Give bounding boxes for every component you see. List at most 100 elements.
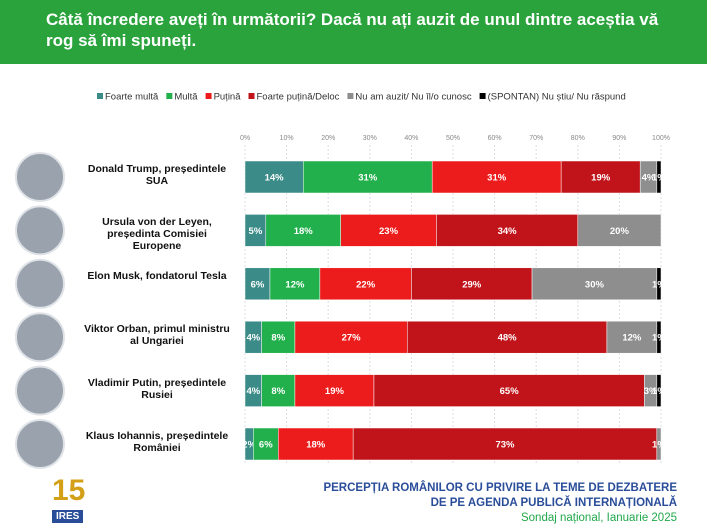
legend-swatch [166,93,173,99]
bar-segment [406,320,608,354]
x-tick-label: 100% [652,135,670,142]
bar-segment [656,320,662,354]
category-label: Klaus Iohannis, președintele României [85,430,229,454]
category-label: Elon Musk, fondatorul Tesla [87,269,227,282]
x-tick-label: 40% [404,135,418,142]
bar-segment [319,267,412,301]
bar-segment [560,160,641,194]
photo [15,205,65,256]
data-label: 4% [246,386,260,397]
bar-segment [656,427,662,461]
bar-segment [606,320,658,354]
data-label: 5% [249,226,263,237]
bar-segment [244,160,304,194]
legend-swatch [479,93,486,99]
data-label: 8% [271,333,285,344]
data-label: 34% [498,226,518,237]
logo-number: 15 [52,474,86,507]
x-tick-label: 60% [488,135,502,142]
data-label: 1% [652,279,666,290]
footer-line: Sondaj național, Ianuarie 2025 [520,512,677,524]
data-label: 8% [271,386,285,397]
data-label: 20% [610,226,630,237]
data-label: 30% [585,279,605,290]
category-label: Vladimir Putin, președintele Rusiei [87,376,227,401]
legend-swatch [347,93,354,99]
bar-segment [431,160,562,194]
bar-segment [261,320,296,354]
bar-segment [656,160,662,194]
x-tick-label: 10% [280,135,294,142]
bar-segment [244,267,271,301]
bar-segment [656,267,662,301]
data-label: 48% [498,333,518,344]
bar-segment [302,160,433,194]
data-label: 19% [591,173,611,184]
logo-name: IRES [52,510,84,523]
data-label: 2% [242,440,256,451]
x-tick-label: 30% [363,135,377,142]
data-label: 1% [652,440,666,451]
data-label: 19% [325,386,345,397]
legend-swatch [248,93,255,99]
category-label: Donald Trump, președintele SUA [87,163,227,187]
data-label: 27% [342,333,362,344]
data-label: 6% [251,279,265,290]
photo [15,258,65,309]
data-label: 6% [259,440,273,451]
category-label: Viktor Orban, primul ministru al Ungarie… [84,323,230,348]
legend-swatch [205,93,212,99]
data-label: 1% [652,333,666,344]
bar-segment [253,427,279,461]
footer-line: DE PE AGENDA PUBLICĂ INTERNAȚIONALĂ [430,497,677,509]
x-tick-label: 90% [612,135,626,142]
x-tick-label: 50% [446,135,460,142]
data-label: 3% [644,386,658,397]
x-tick-label: 70% [529,135,543,142]
photo [15,365,65,416]
data-label: 18% [294,226,314,237]
bar-segment [436,214,579,247]
x-tick-label: 0% [240,135,250,142]
footer-line: PERCEPȚIA ROMÂNILOR CU PRIVIRE LA TEME D… [323,482,677,494]
bar-segment [411,267,533,301]
legend-label: Foarte puțină/Deloc [257,92,340,103]
bar-segment [265,214,341,247]
data-label: 73% [495,440,515,451]
x-tick-label: 20% [321,135,335,142]
bar-segment [352,427,658,461]
legend-label: (SPONTAN) Nu știu/ Nu răspund [488,92,626,103]
data-label: 31% [487,173,507,184]
bar-segment [531,267,658,301]
data-label: 29% [462,279,482,290]
chart-title: Câtă încredere aveți în următorii? Dacă … [46,10,659,50]
data-label: 22% [356,279,376,290]
data-label: 18% [306,440,326,451]
bar-segment [269,267,321,301]
bar-segment [656,374,662,407]
data-label: 4% [642,173,656,184]
data-label: 1% [652,173,666,184]
x-tick-label: 80% [571,135,585,142]
data-label: 1% [652,386,666,397]
data-label: 12% [285,279,305,290]
category-label: Ursula von der Leyen, președinta Comisie… [102,216,212,253]
photo [15,419,65,469]
legend-label: Nu am auzit/ Nu îl/o cunosc [355,92,471,103]
data-label: 65% [500,386,520,397]
data-label: 31% [358,173,378,184]
data-label: 23% [379,226,399,237]
photo [15,152,65,202]
legend-label: Puțină [214,92,242,103]
bar-segment [294,374,375,407]
bar-segment [577,214,662,247]
data-label: 4% [246,333,260,344]
data-label: 12% [622,333,642,344]
legend-label: Foarte multă [105,92,159,103]
bar-segment [340,214,437,247]
photo [15,312,65,363]
bar-segment [294,320,408,354]
bar-segment [278,427,354,461]
